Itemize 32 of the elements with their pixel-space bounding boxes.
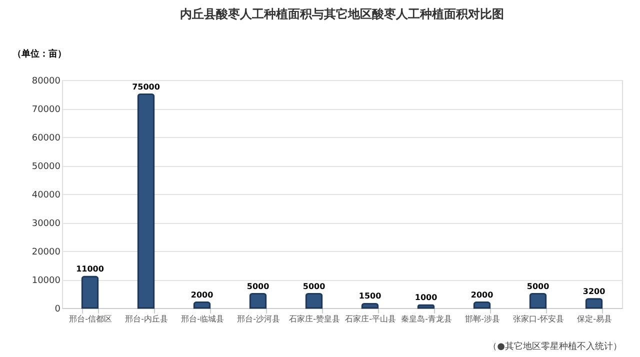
x-tick-label: 石家庄-平山县 — [345, 314, 396, 324]
x-tick-label: 邢台-临城县 — [181, 314, 224, 324]
y-tick-label: 20000 — [32, 248, 61, 258]
y-axis-title: （单位：亩） — [12, 48, 66, 60]
y-tick-label: 10000 — [32, 276, 61, 286]
x-tick-label: 张家口-怀安县 — [513, 314, 564, 324]
data-label: 3200 — [582, 286, 606, 296]
chart-title: 内丘县酸枣人工种植面积与其它地区酸枣人工种植面积对比图 — [180, 7, 504, 21]
x-tick-label: 保定-易县 — [577, 314, 612, 324]
x-tick-label: 秦皇岛-青龙县 — [401, 314, 452, 324]
x-tick-label: 石家庄-赞皇县 — [289, 314, 340, 324]
data-label: 5000 — [302, 282, 326, 291]
x-tick-label: 邢台-沙河县 — [237, 314, 280, 324]
y-tick-label: 60000 — [32, 134, 61, 144]
data-label: 75000 — [132, 82, 160, 92]
y-tick-label: 50000 — [32, 162, 61, 172]
text: （●其它地区零星种植不入统计） — [488, 341, 622, 352]
data-label: 2000 — [190, 290, 214, 300]
y-tick-label: 70000 — [32, 105, 61, 115]
y-tick-label: 80000 — [32, 76, 61, 86]
x-tick-label: 邢台-信都区 — [69, 314, 112, 324]
y-tick-label: 0 — [54, 304, 61, 314]
y-tick-label: 40000 — [32, 190, 61, 200]
x-tick-label: 邯郸-涉县 — [465, 314, 500, 324]
data-label: 11000 — [76, 264, 104, 274]
y-tick-label: 30000 — [32, 219, 61, 229]
data-label: 5000 — [526, 282, 550, 291]
data-label: 5000 — [246, 282, 270, 291]
data-label: 1500 — [358, 292, 382, 301]
data-label: 1000 — [414, 293, 438, 302]
x-tick-label: 邢台-内丘县 — [125, 314, 168, 324]
data-label: 2000 — [470, 290, 494, 300]
